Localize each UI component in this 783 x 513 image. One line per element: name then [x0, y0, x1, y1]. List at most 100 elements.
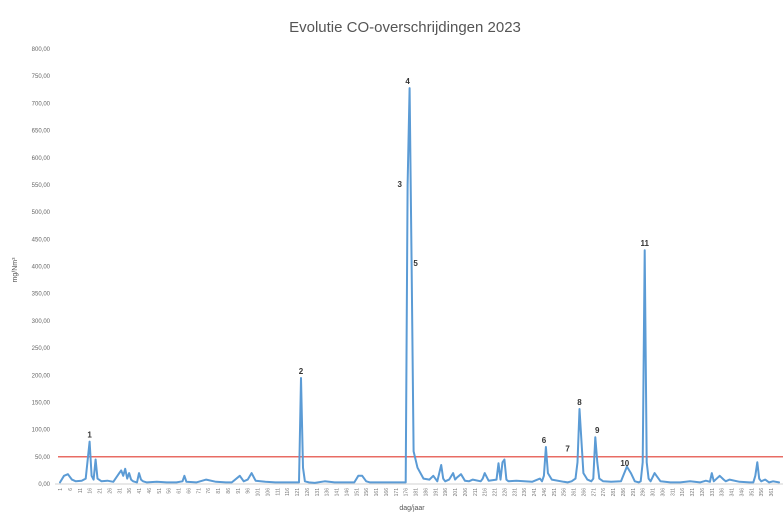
annotation-label: 7 — [565, 444, 570, 453]
x-tick-label: 121 — [295, 488, 301, 497]
y-tick-label: 200,00 — [32, 373, 51, 379]
x-tick-label: 191 — [433, 488, 439, 497]
x-tick-label: 306 — [660, 488, 666, 497]
y-tick-label: 250,00 — [32, 346, 51, 352]
x-tick-label: 316 — [680, 488, 686, 497]
annotation-label: 11 — [640, 239, 649, 248]
x-tick-label: 231 — [512, 488, 518, 497]
y-tick-label: 550,00 — [32, 183, 51, 189]
x-tick-label: 86 — [226, 488, 232, 494]
x-tick-label: 141 — [335, 488, 341, 497]
annotation-label: 9 — [595, 426, 600, 435]
x-tick-label: 71 — [196, 488, 202, 494]
annotation-label: 6 — [542, 436, 547, 445]
y-tick-label: 600,00 — [32, 156, 51, 162]
x-tick-label: 221 — [493, 488, 499, 497]
y-tick-label: 350,00 — [32, 292, 51, 298]
x-tick-label: 351 — [749, 488, 755, 497]
x-axis-ticks: 1 6 11 16 21 26 31 36 41 46 51 56 61 66 71 76 81 86 91 96 10… — [58, 488, 775, 497]
annotation-label: 8 — [577, 398, 582, 407]
x-tick-label: 211 — [473, 488, 479, 496]
x-tick-label: 256 — [562, 488, 568, 497]
x-tick-label: 286 — [621, 488, 627, 497]
x-tick-label: 346 — [739, 488, 745, 497]
annotations-group: 1 2 3 4 5 6 7 8 9 10 11 — [87, 77, 649, 468]
x-tick-label: 136 — [325, 488, 331, 497]
x-tick-label: 11 — [78, 488, 84, 493]
x-tick-label: 171 — [394, 488, 400, 497]
y-tick-label: 450,00 — [32, 237, 51, 243]
x-tick-label: 301 — [651, 488, 657, 497]
series-group — [59, 87, 780, 484]
y-axis-ticks: 0,00 50,00 100,00 150,00 200,00 250,00 300,00 3… — [32, 47, 51, 488]
x-tick-label: 56 — [167, 488, 173, 494]
y-tick-label: 750,00 — [32, 74, 51, 80]
y-tick-label: 800,00 — [32, 47, 51, 53]
x-tick-label: 151 — [354, 488, 360, 497]
x-tick-label: 96 — [246, 488, 252, 494]
x-tick-label: 1 — [58, 488, 64, 491]
x-tick-label: 186 — [423, 488, 429, 497]
chart-title: Evolutie CO-overschrijdingen 2023 — [289, 19, 521, 36]
x-tick-label: 276 — [601, 488, 607, 497]
x-tick-label: 6 — [68, 488, 74, 491]
x-tick-label: 341 — [730, 488, 736, 497]
x-tick-label: 46 — [147, 488, 153, 494]
x-tick-label: 261 — [572, 488, 578, 497]
x-tick-label: 236 — [522, 488, 528, 497]
x-tick-label: 291 — [631, 488, 637, 497]
x-tick-label: 296 — [641, 488, 647, 497]
x-tick-label: 116 — [285, 488, 291, 496]
x-tick-label: 251 — [552, 488, 558, 497]
y-tick-label: 100,00 — [32, 428, 51, 434]
x-tick-label: 81 — [216, 488, 222, 494]
x-tick-label: 216 — [483, 488, 489, 497]
x-tick-label: 41 — [137, 488, 143, 494]
y-axis-label: mg/Nm³ — [12, 257, 19, 283]
x-tick-label: 31 — [117, 488, 123, 494]
x-tick-label: 126 — [305, 488, 311, 497]
x-tick-label: 226 — [502, 488, 508, 497]
x-tick-label: 16 — [88, 488, 94, 494]
x-tick-label: 311 — [670, 488, 676, 496]
annotation-label: 10 — [620, 459, 629, 468]
y-tick-label: 500,00 — [32, 210, 51, 216]
x-tick-label: 36 — [127, 488, 133, 494]
x-tick-label: 161 — [374, 488, 380, 497]
y-tick-label: 150,00 — [32, 400, 51, 406]
annotation-label: 2 — [299, 367, 304, 376]
series-line — [59, 87, 780, 484]
x-tick-label: 21 — [98, 488, 104, 494]
annotation-label: 4 — [405, 77, 410, 86]
x-tick-label: 106 — [265, 488, 271, 497]
x-tick-label: 196 — [443, 488, 449, 497]
annotation-label: 3 — [397, 180, 402, 189]
y-tick-label: 650,00 — [32, 129, 51, 135]
y-tick-label: 700,00 — [32, 101, 51, 107]
x-tick-label: 326 — [700, 488, 706, 497]
y-tick-label: 50,00 — [35, 455, 51, 461]
x-tick-label: 331 — [710, 488, 716, 497]
x-tick-label: 146 — [344, 488, 350, 497]
x-tick-label: 76 — [206, 488, 212, 494]
x-tick-label: 101 — [256, 488, 262, 497]
y-tick-label: 400,00 — [32, 265, 51, 271]
x-tick-label: 131 — [315, 488, 321, 497]
x-tick-label: 66 — [186, 488, 192, 494]
x-tick-label: 176 — [404, 488, 410, 497]
y-tick-label: 300,00 — [32, 319, 51, 325]
y-tick-label: 0,00 — [38, 482, 50, 488]
x-tick-label: 241 — [532, 488, 538, 497]
annotation-label: 5 — [413, 259, 418, 268]
x-tick-label: 181 — [414, 488, 420, 497]
x-tick-label: 361 — [769, 488, 775, 497]
x-tick-label: 206 — [463, 488, 469, 497]
x-tick-label: 336 — [720, 488, 726, 497]
x-tick-label: 201 — [453, 488, 459, 497]
x-tick-label: 271 — [591, 488, 597, 497]
x-tick-label: 26 — [107, 488, 113, 494]
x-axis-label: dag/jaar — [399, 505, 425, 512]
annotation-label: 1 — [87, 431, 92, 440]
